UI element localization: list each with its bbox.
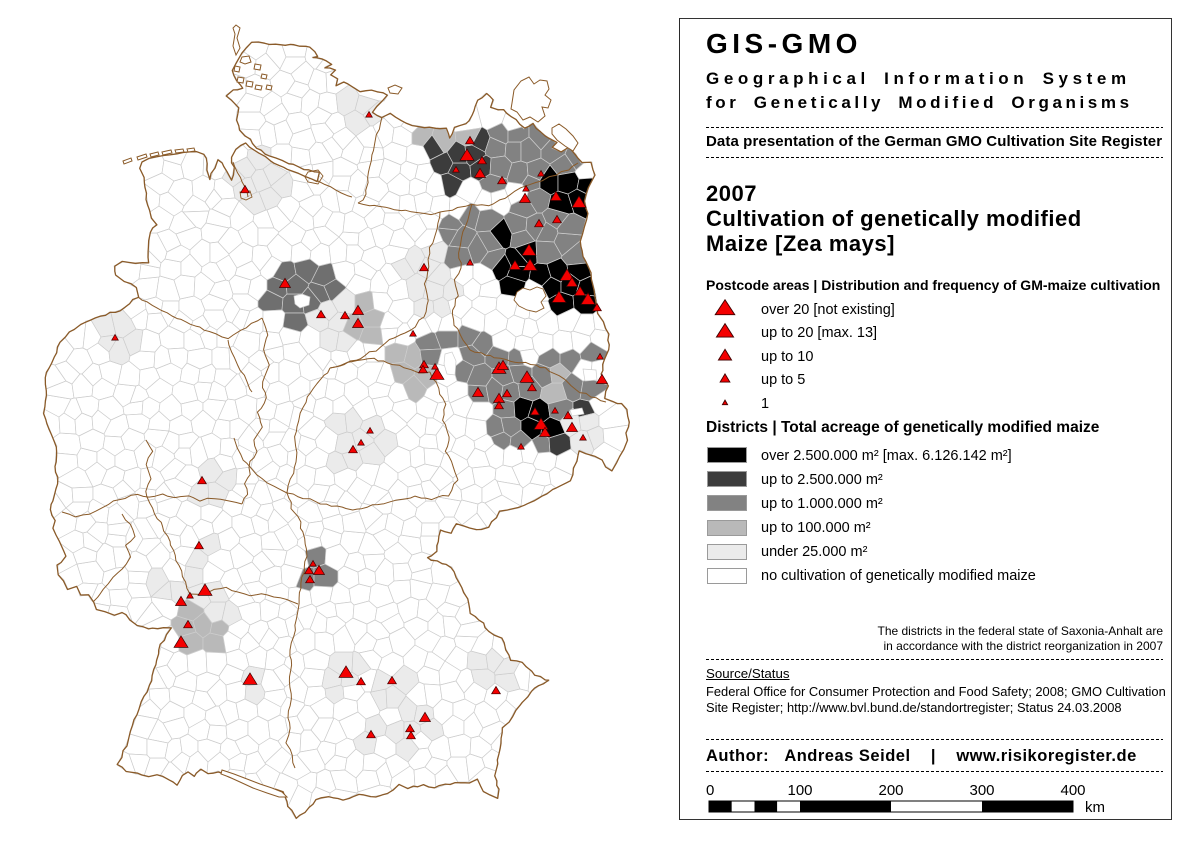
svg-text:up to 5: up to 5 (761, 372, 805, 388)
svg-text:200: 200 (878, 782, 903, 799)
svg-text:up to 20 [max. 13]: up to 20 [max. 13] (761, 325, 877, 341)
svg-text:km: km (1085, 799, 1105, 816)
svg-text:0: 0 (706, 782, 714, 799)
svg-text:1: 1 (761, 396, 769, 412)
svg-text:400: 400 (1060, 782, 1085, 799)
svg-text:up to 10: up to 10 (761, 349, 813, 365)
svg-text:300: 300 (969, 782, 994, 799)
svg-text:100: 100 (787, 782, 812, 799)
svg-text:over 20 [not existing]: over 20 [not existing] (761, 302, 895, 318)
